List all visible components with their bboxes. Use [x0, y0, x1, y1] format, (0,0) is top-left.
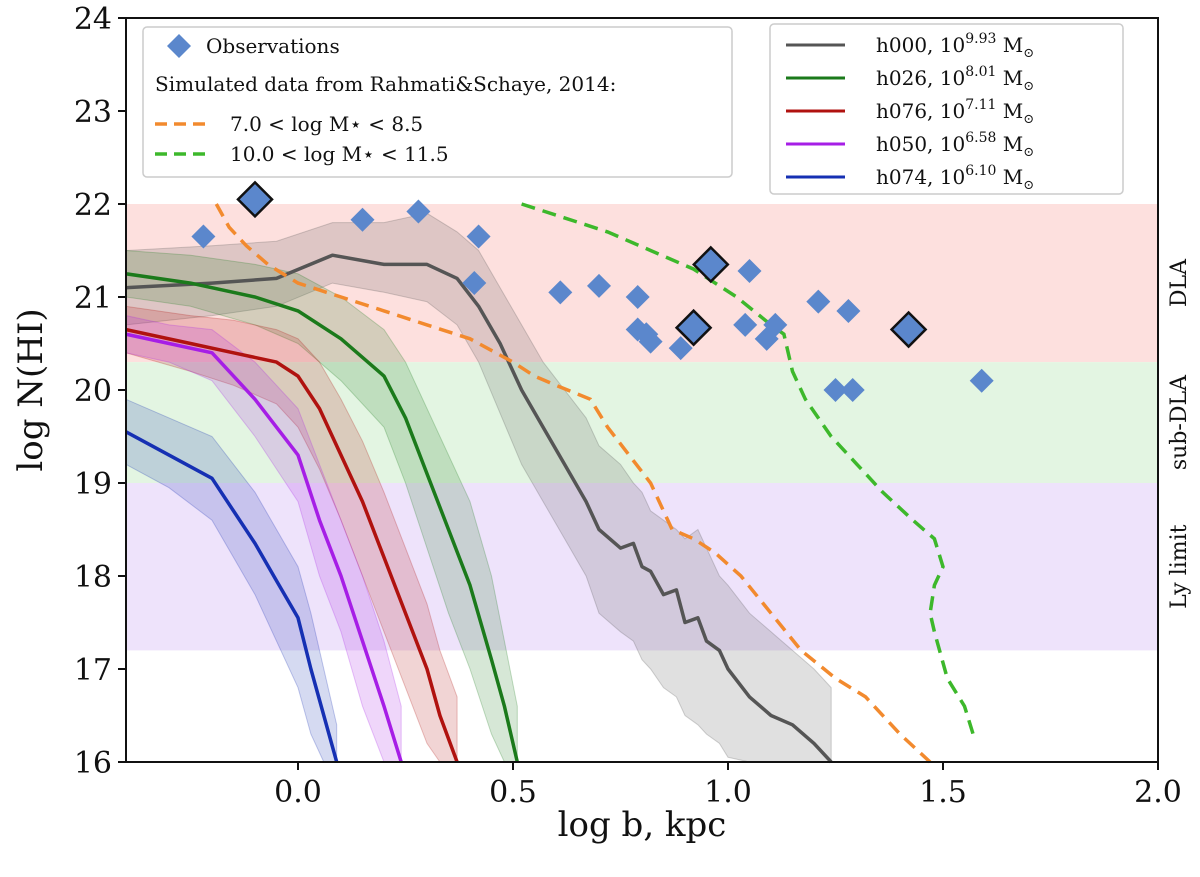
- band-label-sub-dla: sub-DLA: [1167, 374, 1192, 470]
- band-label-dla: DLA: [1167, 258, 1192, 307]
- observation-point-highlighted: [236, 180, 274, 219]
- legend-right: h000, 109.93 M⊙h026, 108.01 M⊙h076, 107.…: [769, 23, 1124, 195]
- observation-point: [462, 271, 487, 296]
- observation-point: [587, 273, 611, 298]
- observation-point: [638, 329, 663, 354]
- observation-point: [350, 207, 375, 232]
- series-line-h050: [125, 332, 403, 763]
- observation-point: [806, 289, 831, 314]
- y-tick-label: 24: [74, 2, 112, 37]
- legend-left: Observations Simulated data from Rahmati…: [142, 26, 733, 178]
- observation-point: [548, 280, 573, 305]
- dashed-legend-label-2: 10.0 < log M⋆ < 11.5: [230, 142, 449, 166]
- observation-point-highlighted: [692, 245, 730, 284]
- x-tick-label: 0.0: [274, 775, 322, 810]
- dashed-series-line-1: [214, 203, 932, 764]
- legend-label-h000: h000, 109.93 M⊙: [876, 31, 1034, 61]
- dashed-legend-label-1: 7.0 < log M⋆ < 8.5: [230, 112, 423, 136]
- observation-point: [668, 336, 693, 361]
- legend-label-h074: h074, 106.10 M⊙: [876, 163, 1034, 193]
- x-tick-label: 1.5: [919, 775, 967, 810]
- y-tick-label: 16: [74, 746, 112, 781]
- observation-point: [737, 258, 762, 283]
- observation-point-highlighted: [674, 308, 713, 347]
- observation-point: [763, 312, 788, 337]
- legend-label-h076: h076, 107.11 M⊙: [876, 97, 1034, 127]
- legend-left-box: [142, 26, 733, 178]
- series-line-h026: [125, 272, 520, 763]
- simulated-legend-title: Simulated data from Rahmati&Schaye, 2014…: [155, 72, 616, 96]
- y-tick-label: 21: [74, 281, 112, 316]
- band-labels-layer: DLA sub-DLA Ly limit: [1167, 258, 1192, 609]
- series-line-h076: [125, 327, 459, 763]
- series-line-h000: [125, 253, 833, 764]
- y-tick-label: 20: [74, 374, 112, 409]
- y-tick-label: 19: [74, 467, 112, 502]
- observations-legend-marker: [167, 34, 191, 58]
- marker-layer: [191, 180, 994, 402]
- observation-point-highlighted: [889, 310, 928, 349]
- dashed-series-line-2: [521, 202, 975, 735]
- observation-point: [466, 224, 491, 249]
- ticks-layer: 0.0 0.5 1.0 1.5 2.0 16 17 18 19 20 21 22 23 24: [74, 2, 1182, 810]
- observation-point: [840, 378, 865, 402]
- y-tick-label: 17: [74, 653, 112, 688]
- x-axis-title: log b, kpc: [558, 805, 727, 845]
- legend-right-box: [769, 23, 1124, 195]
- observation-point: [823, 378, 848, 402]
- series-line-h074: [125, 430, 339, 763]
- legend-label-h050: h050, 106.58 M⊙: [876, 130, 1034, 160]
- observation-point: [733, 312, 758, 337]
- observation-point: [406, 199, 431, 224]
- line-layer: [125, 202, 975, 764]
- observation-point: [625, 285, 650, 309]
- observation-point: [836, 298, 861, 323]
- y-axis-title: log N(HI): [11, 308, 51, 471]
- observations-legend-label: Observations: [206, 34, 340, 58]
- y-tick-label: 18: [74, 560, 112, 595]
- y-tick-label: 22: [74, 188, 112, 223]
- x-tick-label: 0.5: [489, 775, 537, 810]
- observation-point: [969, 368, 994, 393]
- y-tick-label: 23: [74, 95, 112, 130]
- observation-point: [191, 224, 216, 249]
- band-label-ly-limit: Ly limit: [1167, 524, 1192, 609]
- x-tick-label: 1.0: [704, 775, 752, 810]
- legend-label-h026: h026, 108.01 M⊙: [876, 64, 1034, 94]
- x-tick-label: 2.0: [1134, 775, 1182, 810]
